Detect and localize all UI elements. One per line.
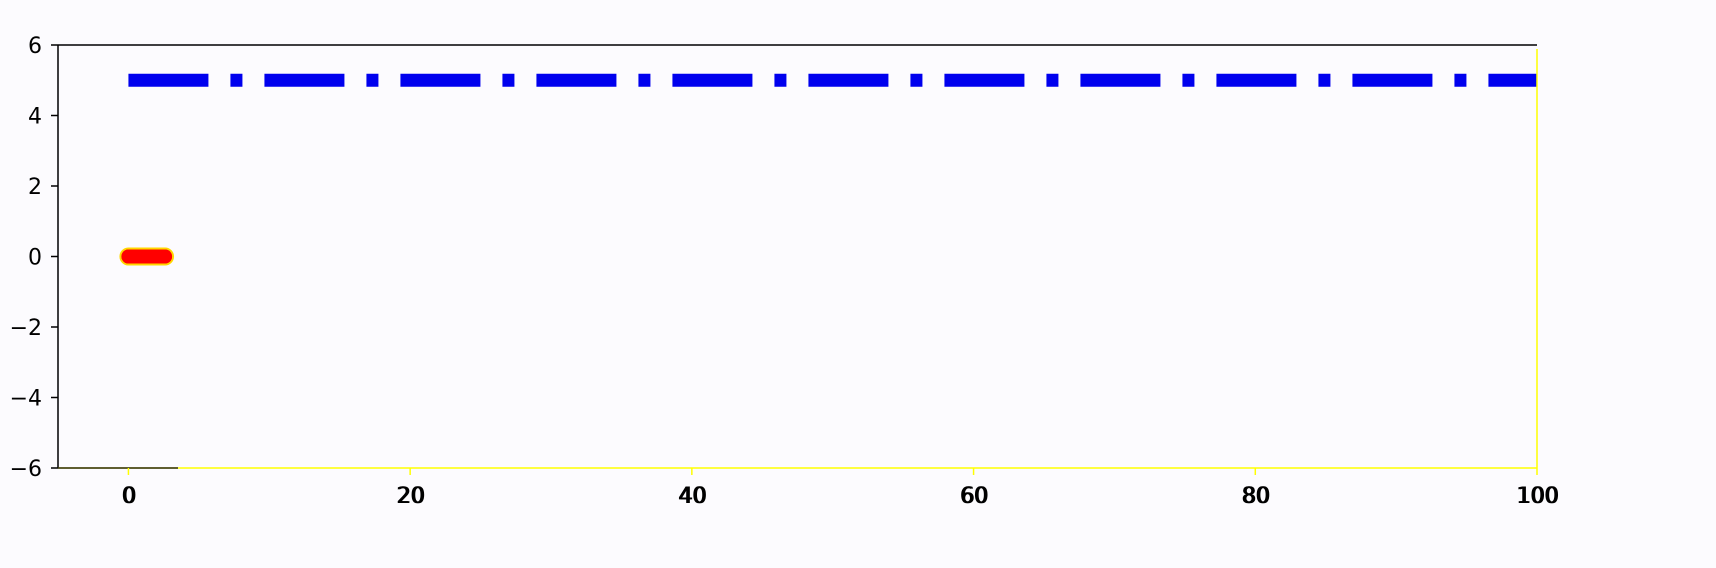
xtick-label: 20 bbox=[396, 484, 424, 509]
xtick-label: 100 bbox=[1516, 484, 1558, 509]
ytick-label: −6 bbox=[10, 457, 42, 482]
xtick-label-shadow: 40 bbox=[679, 484, 707, 509]
y-tick-labels: −6 −4 −2 0 2 4 6 bbox=[10, 34, 42, 482]
xtick-label: 40 bbox=[678, 484, 706, 509]
xtick-label: 0 bbox=[121, 484, 135, 509]
xtick-label-shadow: 20 bbox=[398, 484, 426, 509]
ytick-label: 6 bbox=[28, 34, 42, 59]
xtick-label: 80 bbox=[1241, 484, 1269, 509]
series-point-red bbox=[121, 249, 136, 264]
ytick-label: −2 bbox=[10, 316, 42, 341]
ytick-label: −4 bbox=[10, 387, 42, 412]
ytick-label: 0 bbox=[28, 246, 42, 271]
series-point-red bbox=[158, 249, 173, 264]
xtick-label-shadow: 0 bbox=[123, 484, 137, 509]
xtick-label: 60 bbox=[960, 484, 988, 509]
ytick-label: 4 bbox=[28, 105, 42, 130]
axis-layer bbox=[51, 44, 1538, 475]
ytick-label: 2 bbox=[28, 175, 42, 200]
xtick-label-shadow: 80 bbox=[1243, 484, 1271, 509]
series-layer bbox=[119, 73, 1537, 266]
xtick-label-shadow: 60 bbox=[961, 484, 989, 509]
xtick-label-shadow: 100 bbox=[1518, 484, 1560, 509]
series-line-red bbox=[119, 247, 175, 266]
